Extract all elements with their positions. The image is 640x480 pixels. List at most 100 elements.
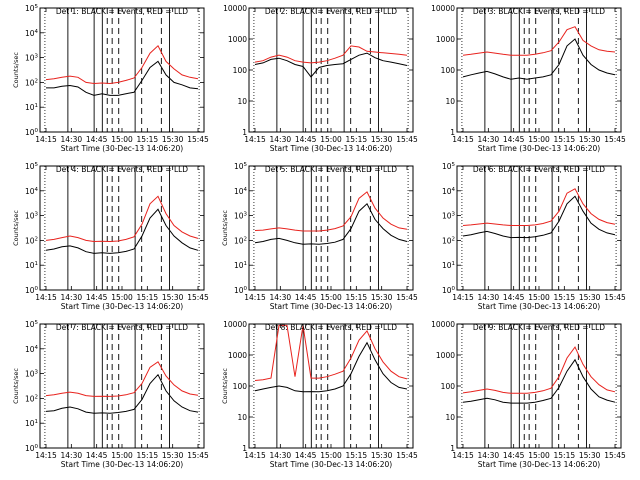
x-tick-label: 15:15 <box>554 135 576 144</box>
y-tick-label: 1 <box>450 128 455 137</box>
y-tick-label: 105 <box>442 162 456 171</box>
panel-det-9: 1 10 100 1000 10000 14:15 14:30 14:45 15:00 15:15… <box>431 320 626 469</box>
x-tick-label: 15:15 <box>346 135 368 144</box>
y-tick-label: 100 <box>441 382 456 391</box>
plot-frame <box>248 165 414 291</box>
y-tick-label: 104 <box>25 187 39 196</box>
y-tick-label: 103 <box>25 370 39 379</box>
y-tick-label: 10 <box>445 413 455 422</box>
y-tick-label: 100 <box>234 286 248 295</box>
x-tick-label: 14:45 <box>503 293 525 302</box>
x-axis-title: Start Time (30-Dec-13 14:06:20) <box>478 144 600 153</box>
panel-title: Det 7: BLACK = Events, RED = LLD <box>56 323 188 332</box>
panel-title: Det 5: BLACK = Events, RED = LLD <box>265 165 397 174</box>
series-line <box>254 52 408 78</box>
x-tick-label: 14:15 <box>244 293 266 302</box>
y-tick-label: 102 <box>25 78 38 87</box>
series-line <box>45 373 199 414</box>
y-tick-label: 105 <box>25 320 39 329</box>
y-tick-label: 101 <box>25 261 38 270</box>
panel-title: Det 8: BLACK = Events, RED = LLD <box>265 323 397 332</box>
x-tick-label: 15:00 <box>111 135 133 144</box>
x-tick-label: 15:30 <box>579 451 601 460</box>
y-tick-label: 102 <box>442 236 455 245</box>
x-tick-label: 15:15 <box>554 451 576 460</box>
y-tick-label: 100 <box>441 66 456 75</box>
plot-frame <box>248 7 414 133</box>
plot-frame <box>456 165 622 291</box>
x-tick-label: 14:30 <box>478 135 500 144</box>
panel-title: Det 6: BLACK = Events, RED = LLD <box>473 165 605 174</box>
x-tick-label: 14:45 <box>295 451 317 460</box>
plot-frame <box>39 165 205 291</box>
x-tick-label: 14:30 <box>478 293 500 302</box>
x-tick-label: 15:15 <box>137 293 159 302</box>
x-tick-label: 14:15 <box>35 293 57 302</box>
x-tick-label: 14:15 <box>244 451 266 460</box>
y-tick-label: 1000 <box>228 35 247 44</box>
x-axis-title: Start Time (30-Dec-13 14:06:20) <box>270 460 392 469</box>
x-tick-label: 15:15 <box>554 293 576 302</box>
series-line <box>254 202 408 245</box>
y-tick-label: 104 <box>442 187 456 196</box>
panel-det-2: 1 10 100 1000 10000 14:15 14:30 14:45 15:00 15:15… <box>223 4 418 153</box>
y-tick-label: 101 <box>25 419 38 428</box>
x-tick-label: 14:15 <box>244 135 266 144</box>
y-tick-label: 1 <box>450 444 455 453</box>
x-tick-label: 15:45 <box>604 451 626 460</box>
x-axis-title: Start Time (30-Dec-13 14:06:20) <box>270 144 392 153</box>
y-axis-title: Counts/sec <box>221 368 229 404</box>
x-tick-label: 15:45 <box>187 293 209 302</box>
panel-det-6: 100 101 102 103 104 105 14:15 14:30 14:45 15:00 15… <box>442 162 626 311</box>
panel-title: Det 3: BLACK = Events, RED = LLD <box>473 7 605 16</box>
series-line <box>462 26 616 56</box>
series-line <box>254 191 408 232</box>
y-tick-label: 101 <box>25 103 38 112</box>
y-tick-label: 102 <box>234 236 247 245</box>
x-tick-label: 15:45 <box>396 135 418 144</box>
y-tick-label: 100 <box>442 286 456 295</box>
y-tick-label: 1000 <box>228 351 247 360</box>
series-line <box>45 44 199 85</box>
series-line <box>254 45 408 64</box>
y-tick-label: 100 <box>25 444 39 453</box>
x-tick-label: 14:30 <box>270 293 292 302</box>
panel-title: Det 9: BLACK = Events, RED = LLD <box>473 323 605 332</box>
x-tick-label: 14:15 <box>35 135 57 144</box>
x-axis-title: Start Time (30-Dec-13 14:06:20) <box>61 144 183 153</box>
panel-title: Det 1: BLACK = Events, RED = LLD <box>56 7 188 16</box>
x-tick-label: 15:00 <box>528 293 550 302</box>
x-tick-label: 15:00 <box>528 451 550 460</box>
x-axis-title: Start Time (30-Dec-13 14:06:20) <box>270 302 392 311</box>
x-tick-label: 14:45 <box>295 293 317 302</box>
y-tick-label: 100 <box>25 128 39 137</box>
y-tick-label: 1000 <box>436 351 455 360</box>
panel-det-3: 1 10 100 1000 10000 14:15 14:30 14:45 15:00 15:15… <box>431 4 626 153</box>
series-line <box>45 195 199 243</box>
series-line <box>462 358 616 404</box>
x-tick-label: 14:15 <box>452 451 474 460</box>
plot-frame <box>456 7 622 133</box>
series-line <box>46 60 199 96</box>
x-tick-label: 14:45 <box>503 135 525 144</box>
y-tick-label: 10000 <box>223 320 247 329</box>
y-tick-label: 1 <box>242 128 247 137</box>
x-tick-label: 15:15 <box>346 451 368 460</box>
series-line <box>462 38 616 80</box>
x-tick-label: 15:00 <box>528 135 550 144</box>
y-axis-title: Counts/sec <box>12 210 20 246</box>
y-tick-label: 1000 <box>436 35 455 44</box>
y-tick-label: 104 <box>25 345 39 354</box>
x-tick-label: 14:15 <box>35 451 57 460</box>
y-tick-label: 101 <box>234 261 247 270</box>
x-axis-title: Start Time (30-Dec-13 14:06:20) <box>478 302 600 311</box>
y-tick-label: 105 <box>25 4 39 13</box>
x-tick-label: 15:15 <box>137 135 159 144</box>
x-tick-label: 15:30 <box>371 451 393 460</box>
x-tick-label: 15:30 <box>579 135 601 144</box>
panel-det-5: 100 101 102 103 104 105 14:15 14:30 14:45 15:00 15… <box>221 162 418 311</box>
series-line <box>462 188 616 226</box>
y-tick-label: 103 <box>25 54 39 63</box>
x-tick-label: 14:15 <box>452 135 474 144</box>
x-tick-label: 14:30 <box>478 451 500 460</box>
